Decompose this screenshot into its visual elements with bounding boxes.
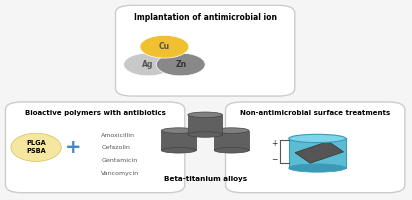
Ellipse shape xyxy=(156,53,205,76)
Ellipse shape xyxy=(162,128,196,133)
FancyBboxPatch shape xyxy=(225,102,405,193)
Ellipse shape xyxy=(188,132,222,137)
Bar xyxy=(162,131,196,150)
Polygon shape xyxy=(295,141,344,163)
Text: Implantation of antimicrobial ion: Implantation of antimicrobial ion xyxy=(133,13,276,22)
Bar xyxy=(289,138,346,168)
Text: Cu: Cu xyxy=(159,42,170,51)
Bar xyxy=(188,115,222,135)
Text: Zn: Zn xyxy=(175,60,186,69)
Ellipse shape xyxy=(214,128,249,133)
Ellipse shape xyxy=(289,164,346,172)
FancyBboxPatch shape xyxy=(5,102,185,193)
Text: +: + xyxy=(64,138,81,157)
Text: Cefazolin: Cefazolin xyxy=(101,145,130,150)
Ellipse shape xyxy=(11,133,61,161)
Text: PLGA
PSBA: PLGA PSBA xyxy=(26,140,46,154)
Text: Beta-titanium alloys: Beta-titanium alloys xyxy=(164,176,247,182)
Ellipse shape xyxy=(289,134,346,143)
Ellipse shape xyxy=(162,148,196,153)
Ellipse shape xyxy=(214,148,249,153)
Ellipse shape xyxy=(188,112,222,118)
Text: −: − xyxy=(271,155,277,164)
Text: Ag: Ag xyxy=(143,60,154,69)
Text: +: + xyxy=(271,139,277,148)
Ellipse shape xyxy=(140,35,189,58)
Text: Bioactive polymers with antibiotics: Bioactive polymers with antibiotics xyxy=(25,110,166,116)
Text: Vancomycin: Vancomycin xyxy=(101,171,139,176)
Text: Gentamicin: Gentamicin xyxy=(101,158,138,163)
FancyBboxPatch shape xyxy=(115,5,295,96)
Bar xyxy=(214,131,249,150)
Text: Amoxicillin: Amoxicillin xyxy=(101,133,135,138)
Text: Non-antimicrobial surface treatments: Non-antimicrobial surface treatments xyxy=(240,110,390,116)
Ellipse shape xyxy=(124,53,173,76)
